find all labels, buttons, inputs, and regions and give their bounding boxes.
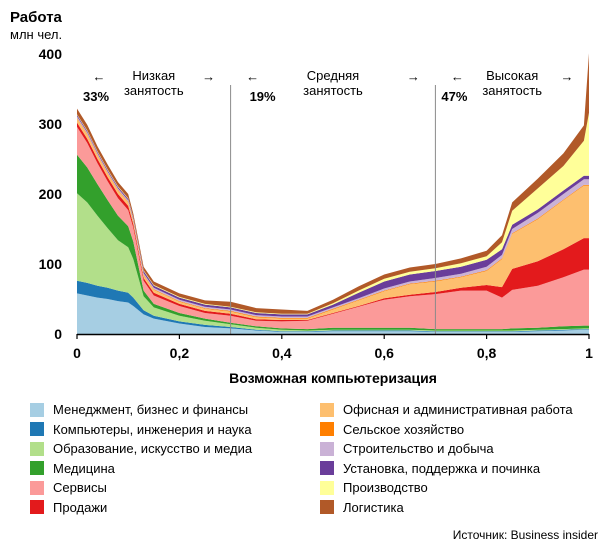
legend-column-right: Офисная и административная работа Сельско…	[320, 400, 573, 517]
legend-label-8: Строительство и добыча	[343, 441, 494, 457]
x-tick-label-5: 1	[585, 345, 593, 361]
region-label-line2-0: занятость	[124, 83, 184, 98]
axes: 0 0,2 0,4 0,6 0,8 1 0 100 200 300 400	[39, 46, 593, 361]
legend-swatch-1	[30, 422, 44, 437]
legend-item-10: Производство	[320, 478, 573, 498]
y-tick-label-4: 400	[39, 46, 63, 62]
y-tick-label-3: 300	[39, 116, 63, 132]
x-tick-label-3: 0,6	[374, 345, 394, 361]
legend-swatch-8	[320, 441, 334, 456]
area-series-10	[77, 112, 589, 315]
legend-swatch-7	[320, 422, 334, 437]
chart-title: Работа	[10, 9, 63, 26]
legend-swatch-4	[30, 480, 44, 495]
legend-item-1: Компьютеры, инженерия и наука	[30, 420, 252, 440]
region-arrow-right-2: →	[561, 69, 574, 84]
x-tick-label-2: 0,4	[272, 345, 292, 361]
legend-item-9: Установка, поддержка и починка	[320, 459, 573, 479]
legend-item-8: Строительство и добыча	[320, 439, 573, 459]
legend-item-3: Медицина	[30, 459, 252, 479]
y-tick-label-1: 100	[39, 256, 63, 272]
legend-item-5: Продажи	[30, 498, 252, 518]
region-label-line1-0: Низкая	[132, 68, 175, 83]
region-label-line1-1: Средняя	[307, 68, 359, 83]
legend-swatch-2	[30, 441, 44, 456]
legend-label-11: Логистика	[343, 499, 404, 515]
x-axis-label: Возможная компьютеризация	[229, 370, 437, 386]
region-percentage-0: 33%	[83, 89, 109, 104]
legend-item-2: Образование, искусство и медиа	[30, 439, 252, 459]
legend-item-11: Логистика	[320, 498, 573, 518]
legend-label-5: Продажи	[53, 499, 108, 515]
x-tick-label-1: 0,2	[170, 345, 190, 361]
legend-label-6: Офисная и административная работа	[343, 402, 573, 418]
legend-item-4: Сервисы	[30, 478, 252, 498]
legend-swatch-0	[30, 402, 44, 417]
legend-item-0: Менеджмент, бизнес и финансы	[30, 400, 252, 420]
area-series-4	[77, 126, 589, 330]
region-percentage-1: 19%	[250, 89, 276, 104]
y-tick-label-2: 200	[39, 186, 63, 202]
region-arrow-right-1: →	[407, 69, 420, 84]
region-label-line1-2: Высокая	[486, 68, 538, 83]
legend-label-10: Производство	[343, 480, 428, 496]
region-arrow-left-2: ←	[451, 69, 464, 84]
legend-label-7: Сельское хозяйство	[343, 421, 465, 437]
legend-label-9: Установка, поддержка и починка	[343, 460, 541, 476]
legend-swatch-11	[320, 500, 334, 515]
legend-label-4: Сервисы	[53, 480, 107, 496]
source-note: Источник: Business insider	[452, 528, 598, 542]
legend-item-7: Сельское хозяйство	[320, 420, 573, 440]
legend-item-6: Офисная и административная работа	[320, 400, 573, 420]
region-arrow-right-0: →	[202, 69, 215, 84]
legend-swatch-10	[320, 480, 334, 495]
x-tick-label-4: 0,8	[477, 345, 497, 361]
legend-swatch-5	[30, 500, 44, 515]
legend-column-left: Менеджмент, бизнес и финансы Компьютеры, …	[30, 400, 252, 517]
region-label-line2-2: занятость	[482, 83, 542, 98]
x-tick-label-0: 0	[73, 345, 81, 361]
legend-label-3: Медицина	[53, 460, 115, 476]
region-percentage-2: 47%	[441, 89, 467, 104]
area-series-0	[77, 293, 589, 334]
legend-swatch-6	[320, 402, 334, 417]
legend-label-1: Компьютеры, инженерия и наука	[53, 421, 252, 437]
y-tick-label-0: 0	[54, 326, 62, 342]
y-unit-label: млн чел.	[10, 27, 62, 42]
region-dividers	[230, 85, 436, 334]
region-label-line2-1: занятость	[303, 83, 363, 98]
region-arrow-left-0: ←	[93, 69, 106, 84]
region-arrow-left-1: ←	[246, 69, 259, 84]
legend-swatch-3	[30, 461, 44, 476]
legend-label-2: Образование, искусство и медиа	[53, 441, 253, 457]
legend-label-0: Менеджмент, бизнес и финансы	[53, 402, 249, 418]
stacked-areas	[77, 53, 589, 334]
legend-swatch-9	[320, 461, 334, 476]
